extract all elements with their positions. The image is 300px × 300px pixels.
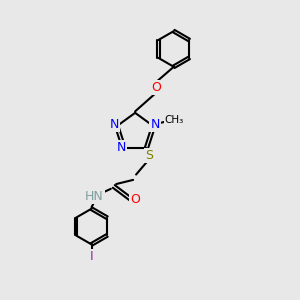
Text: I: I [90,250,93,263]
Text: O: O [151,81,161,94]
Text: N: N [117,141,126,154]
Text: CH₃: CH₃ [165,115,184,125]
Text: S: S [146,149,154,162]
Text: O: O [130,193,140,206]
Text: HN: HN [85,190,104,203]
Text: N: N [110,118,119,131]
Text: N: N [150,118,160,131]
